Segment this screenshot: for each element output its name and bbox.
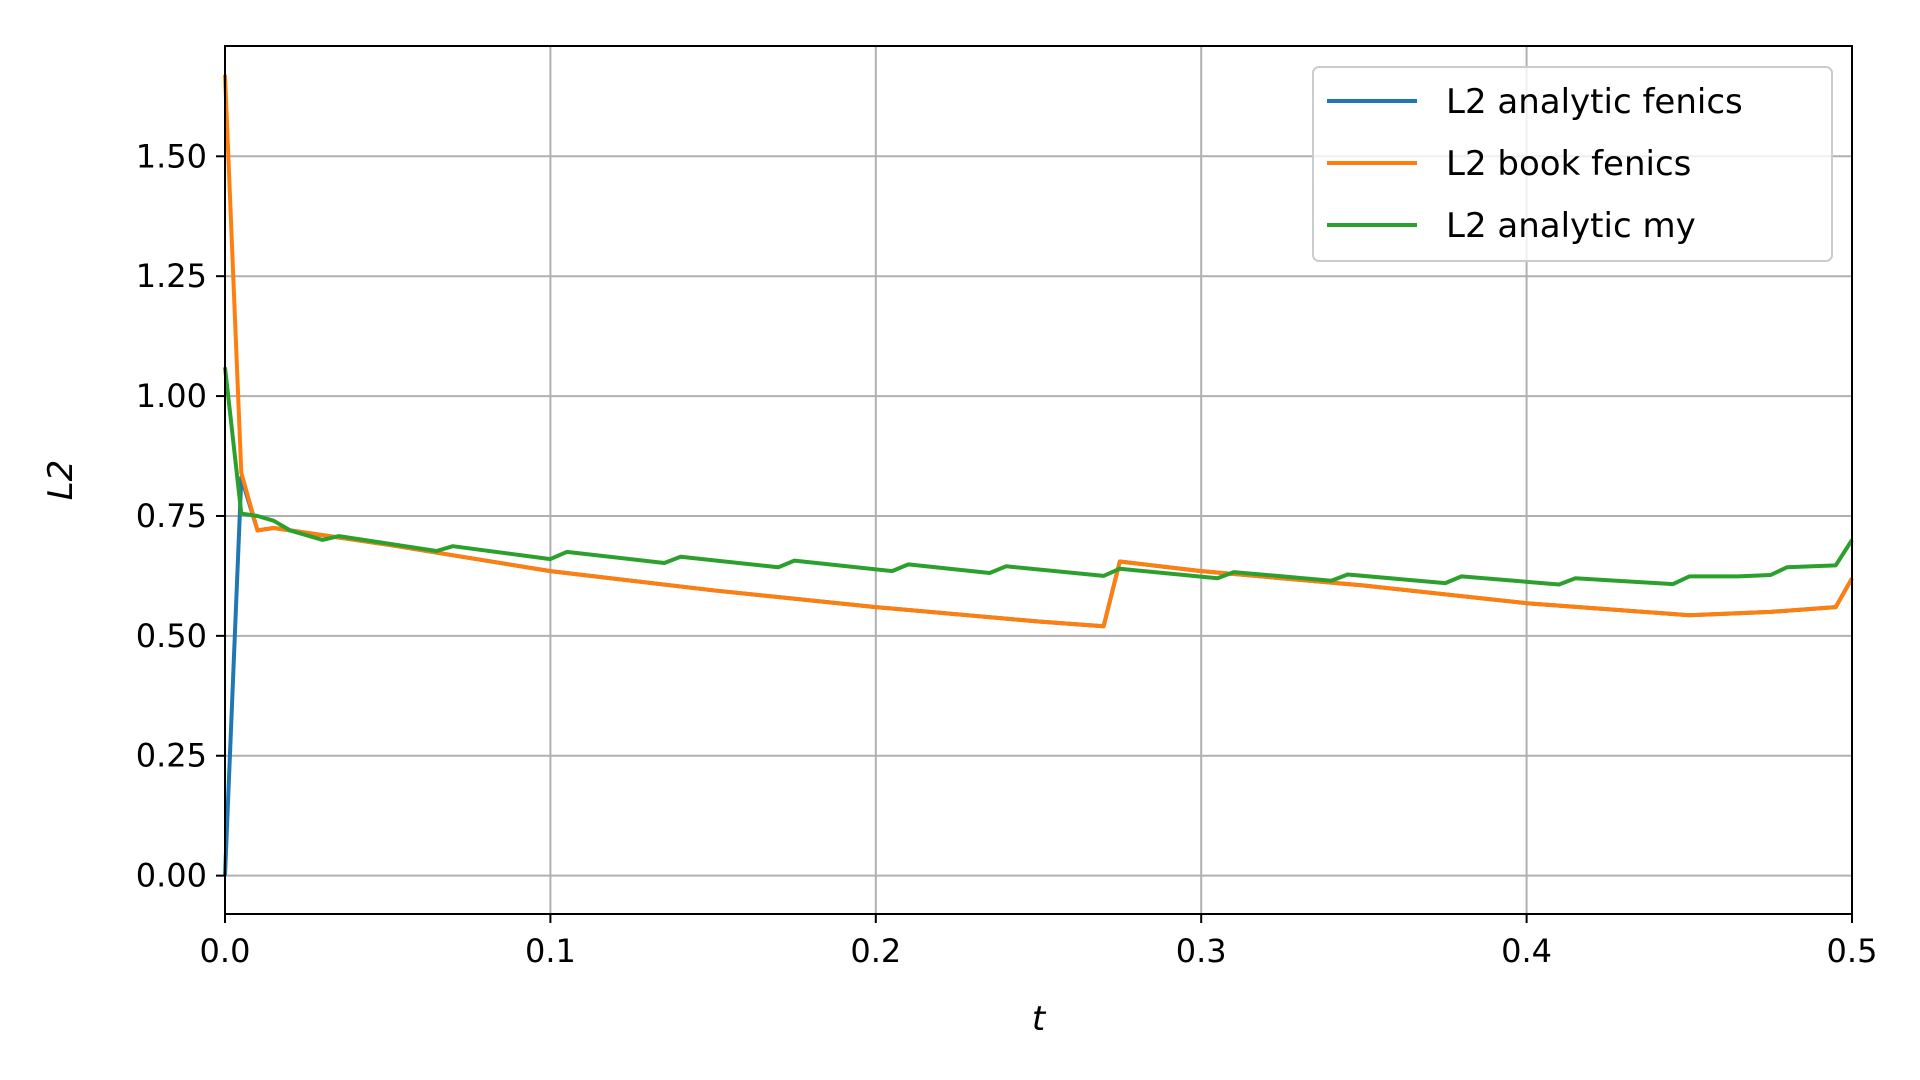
x-tick-label: 0.2	[850, 932, 901, 970]
grid	[224, 46, 1853, 914]
x-tick-label: 0.0	[200, 932, 251, 970]
legend: L2 analytic fenics L2 book fenics L2 analy…	[1312, 66, 1833, 262]
y-tick-label: 1.00	[136, 377, 207, 415]
y-tick-label: 0.50	[136, 617, 207, 655]
y-tick-label: 0.75	[136, 497, 207, 535]
x-tick-label: 0.1	[525, 932, 576, 970]
y-tick-label: 1.25	[136, 257, 207, 295]
legend-label: L2 analytic my	[1446, 206, 1696, 246]
legend-box	[1312, 66, 1833, 262]
y-tick-label: 0.00	[136, 857, 207, 895]
series-lines	[223, 74, 1854, 876]
x-axis-label: t	[1032, 999, 1047, 1039]
y-tick-label: 1.50	[136, 137, 207, 175]
legend-label: L2 book fenics	[1446, 144, 1691, 184]
y-axis-label: L2	[41, 460, 81, 501]
x-tick-label: 0.3	[1176, 932, 1227, 970]
series-line	[223, 74, 1854, 629]
legend-label: L2 analytic fenics	[1446, 82, 1743, 122]
series-line	[223, 367, 1854, 587]
axes-frame	[224, 45, 1853, 915]
x-tick-label: 0.4	[1501, 932, 1552, 970]
x-tick-label: 0.5	[1827, 932, 1878, 970]
y-tick-label: 0.25	[136, 737, 207, 775]
ticks: 0.0 0.1 0.2 0.3 0.4 0.5 0.00 0.25 0.50 0.75 1.00 1.…	[136, 137, 1878, 970]
